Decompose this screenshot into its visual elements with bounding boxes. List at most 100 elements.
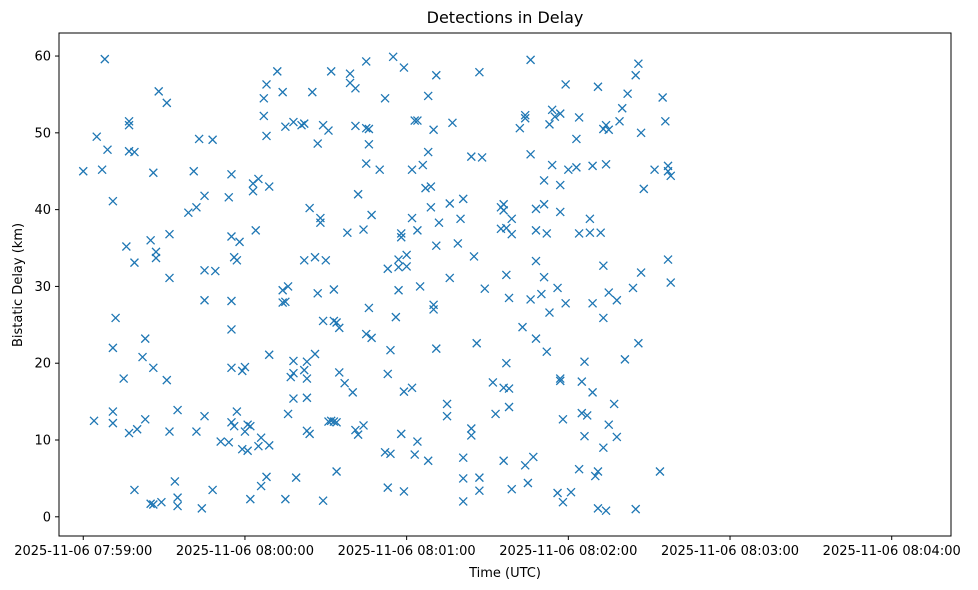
data-point-marker bbox=[224, 437, 234, 447]
data-point-marker bbox=[380, 447, 390, 457]
data-point-marker bbox=[326, 416, 336, 426]
data-point-marker bbox=[200, 191, 209, 201]
data-point-marker bbox=[507, 484, 517, 494]
data-point-marker bbox=[151, 253, 161, 263]
data-point-marker bbox=[278, 285, 288, 295]
data-point-marker bbox=[302, 374, 312, 384]
data-point-marker bbox=[612, 432, 622, 442]
data-point-marker bbox=[466, 424, 476, 433]
data-point-marker bbox=[170, 477, 180, 486]
data-point-marker bbox=[243, 446, 253, 456]
data-point-marker bbox=[305, 203, 315, 213]
data-point-marker bbox=[631, 70, 641, 80]
data-point-marker bbox=[334, 367, 344, 377]
data-point-marker bbox=[264, 350, 274, 360]
data-point-marker bbox=[210, 266, 220, 276]
data-point-marker bbox=[526, 149, 536, 159]
data-point-marker bbox=[165, 273, 174, 283]
data-point-marker bbox=[361, 56, 371, 66]
data-point-marker bbox=[229, 421, 239, 431]
data-point-marker bbox=[636, 128, 646, 138]
data-point-marker bbox=[326, 66, 336, 76]
data-point-marker bbox=[472, 338, 482, 348]
data-point-marker bbox=[367, 210, 377, 220]
data-point-marker bbox=[539, 272, 549, 282]
data-point-marker bbox=[574, 113, 584, 122]
data-point-marker bbox=[588, 161, 598, 171]
data-point-marker bbox=[429, 304, 439, 314]
data-point-marker bbox=[504, 384, 514, 394]
data-point-marker bbox=[173, 501, 183, 511]
data-point-marker bbox=[596, 228, 606, 238]
data-point-marker bbox=[555, 109, 565, 119]
data-point-marker bbox=[256, 481, 266, 491]
data-point-marker bbox=[232, 255, 242, 265]
data-point-marker bbox=[227, 417, 236, 427]
data-point-marker bbox=[574, 228, 584, 238]
data-point-marker bbox=[232, 407, 242, 417]
data-point-marker bbox=[402, 250, 412, 260]
data-point-marker bbox=[666, 171, 676, 181]
data-point-marker bbox=[302, 357, 312, 367]
data-point-marker bbox=[563, 165, 573, 175]
data-point-marker bbox=[189, 166, 199, 176]
chart-title: Detections in Delay bbox=[427, 8, 584, 27]
y-tick-label: 30 bbox=[34, 280, 51, 295]
data-point-marker bbox=[445, 273, 455, 283]
data-point-marker bbox=[237, 444, 247, 454]
data-point-marker bbox=[458, 194, 468, 204]
data-point-marker bbox=[97, 165, 107, 175]
data-point-marker bbox=[499, 456, 509, 466]
data-point-marker bbox=[264, 440, 274, 450]
data-point-marker bbox=[526, 295, 536, 304]
data-point-marker bbox=[313, 288, 323, 298]
data-point-marker bbox=[412, 116, 422, 126]
data-point-marker bbox=[200, 295, 209, 305]
data-point-marker bbox=[628, 283, 638, 293]
data-point-marker bbox=[421, 183, 430, 193]
data-point-marker bbox=[601, 506, 611, 516]
data-point-marker bbox=[582, 410, 592, 420]
data-point-marker bbox=[426, 182, 436, 192]
y-tick-label: 40 bbox=[34, 203, 51, 218]
data-point-marker bbox=[321, 255, 331, 265]
data-point-marker bbox=[545, 308, 554, 317]
data-point-marker bbox=[434, 218, 444, 228]
data-point-marker bbox=[361, 329, 371, 339]
data-point-marker bbox=[183, 208, 193, 218]
data-point-marker bbox=[458, 496, 468, 506]
data-point-marker bbox=[272, 66, 282, 76]
data-point-marker bbox=[162, 98, 172, 108]
data-point-marker bbox=[100, 54, 110, 64]
data-point-marker bbox=[216, 437, 226, 447]
data-point-marker bbox=[332, 318, 342, 327]
data-point-marker bbox=[518, 322, 527, 332]
data-point-marker bbox=[364, 124, 374, 134]
data-point-marker bbox=[504, 293, 514, 303]
data-point-marker bbox=[466, 152, 476, 162]
data-point-marker bbox=[173, 405, 183, 415]
x-tick-label: 2025-11-06 08:04:00 bbox=[823, 544, 961, 559]
data-point-marker bbox=[623, 89, 633, 99]
data-point-marker bbox=[598, 261, 608, 271]
data-point-marker bbox=[458, 453, 468, 463]
data-point-marker bbox=[588, 387, 598, 397]
data-point-marker bbox=[394, 262, 404, 272]
data-point-marker bbox=[555, 207, 565, 217]
data-point-marker bbox=[633, 59, 643, 69]
data-point-marker bbox=[407, 165, 417, 175]
data-point-marker bbox=[361, 159, 371, 169]
data-point-marker bbox=[361, 123, 371, 133]
data-point-marker bbox=[412, 437, 422, 447]
data-point-marker bbox=[280, 297, 290, 307]
data-point-marker bbox=[423, 456, 433, 466]
data-point-marker bbox=[528, 452, 538, 462]
data-point-marker bbox=[280, 494, 290, 504]
data-point-marker bbox=[558, 414, 568, 424]
data-point-marker bbox=[124, 120, 134, 130]
x-tick-label: 2025-11-06 07:59:00 bbox=[14, 544, 152, 559]
data-point-marker bbox=[520, 113, 530, 123]
data-point-marker bbox=[580, 357, 589, 367]
y-tick-label: 60 bbox=[34, 50, 51, 65]
data-point-marker bbox=[350, 121, 360, 131]
